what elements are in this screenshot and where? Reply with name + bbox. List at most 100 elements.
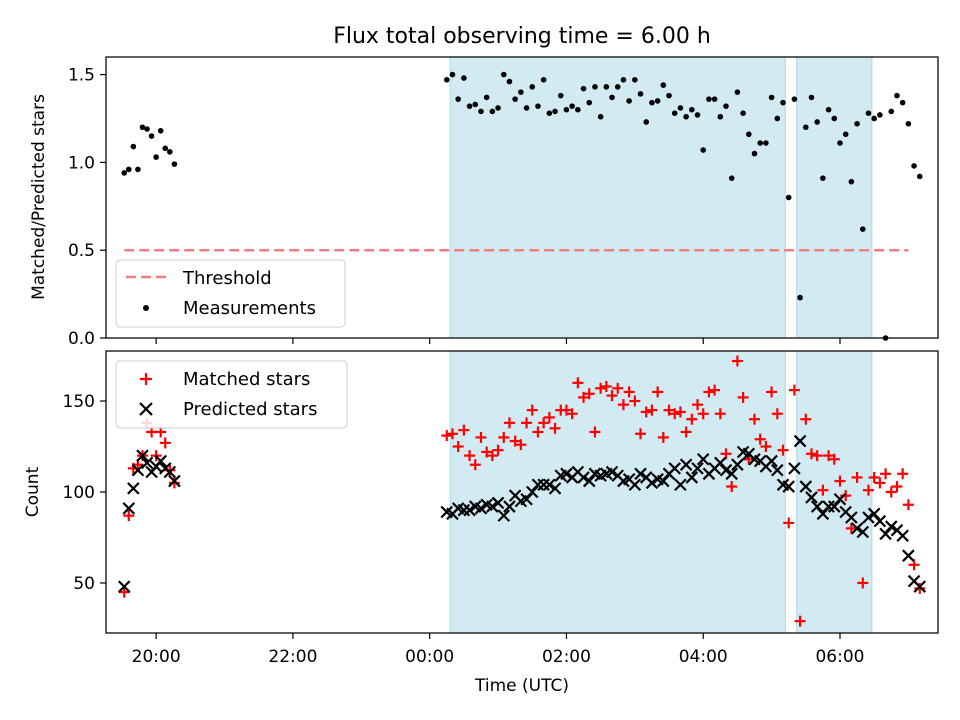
- matched-star-point: [885, 486, 897, 498]
- matched-stars-series: [118, 355, 926, 627]
- bottom-legend: Matched stars Predicted stars: [115, 360, 348, 429]
- matched-star-point: [572, 377, 584, 389]
- legend-matched-label: Matched stars: [183, 369, 310, 390]
- matched-star-point: [714, 408, 726, 420]
- x-tick-label: 20:00: [132, 647, 181, 667]
- measurement-point: [125, 166, 132, 173]
- predicted-star-point: [168, 474, 181, 488]
- predicted-star-point: [582, 474, 596, 488]
- matched-star-point: [486, 450, 498, 462]
- chart-title: Flux total observing time = 6.00 h: [333, 24, 711, 49]
- predicted-star-point: [543, 478, 556, 492]
- matched-star-point: [578, 391, 590, 403]
- predicted-star-point: [520, 492, 533, 506]
- predicted-star-point: [577, 471, 590, 484]
- measurement-point: [552, 108, 558, 115]
- measurement-point: [614, 84, 621, 90]
- matched-star-point: [851, 471, 863, 483]
- matched-star-point: [908, 559, 920, 571]
- predicted-star-point: [782, 480, 795, 493]
- measurement-point: [694, 112, 701, 118]
- matched-star-point: [771, 408, 783, 420]
- predicted-star-point: [457, 503, 471, 517]
- measurement-point: [506, 78, 513, 85]
- measurement-point: [144, 126, 150, 132]
- measurement-point: [455, 96, 461, 102]
- matched-star-point: [828, 453, 840, 465]
- top-y-axis: 0.0 0.5 1.0 1.5: [68, 66, 106, 349]
- matched-star-point: [731, 355, 743, 367]
- predicted-star-point: [799, 480, 813, 493]
- predicted-star-point: [486, 500, 499, 513]
- measurement-point: [677, 105, 684, 111]
- measurement-point: [825, 106, 832, 113]
- matched-star-point: [874, 477, 886, 489]
- measurement-point: [877, 112, 883, 118]
- predicted-star-point: [788, 462, 801, 475]
- shaded-interval: [450, 57, 786, 338]
- matched-star-point: [606, 390, 618, 402]
- matched-star-point: [646, 404, 658, 416]
- measurement-point: [569, 103, 575, 109]
- measurement-point: [563, 106, 570, 113]
- matched-star-point: [788, 384, 800, 396]
- measurement-point: [768, 94, 775, 101]
- legend-measurement-swatch: [143, 305, 149, 311]
- shaded-interval: [796, 57, 872, 338]
- measurement-point: [153, 154, 159, 160]
- measurement-point: [916, 173, 923, 180]
- measurement-point: [871, 115, 877, 122]
- predicted-star-point: [628, 478, 642, 492]
- measurement-point: [666, 92, 672, 99]
- measurement-point: [139, 124, 146, 131]
- measurement-point: [654, 98, 661, 104]
- predicted-star-point: [679, 458, 693, 471]
- matched-star-point: [640, 406, 652, 418]
- matched-star-point: [538, 417, 550, 429]
- matched-star-point: [743, 453, 755, 465]
- matched-star-point: [475, 431, 487, 443]
- predicted-star-point: [645, 476, 659, 490]
- top-legend: Threshold Measurements: [115, 259, 346, 328]
- measurement-points: [121, 71, 923, 341]
- measurement-point: [500, 71, 507, 78]
- predicted-star-point: [531, 478, 545, 492]
- measurement-point: [711, 96, 718, 102]
- measurement-point: [814, 119, 820, 125]
- matched-star-point: [720, 448, 732, 460]
- matched-star-point: [492, 444, 504, 456]
- matched-star-point: [686, 413, 698, 425]
- matched-star-point: [697, 408, 709, 420]
- matched-star-point: [709, 384, 721, 396]
- matched-star-point: [503, 417, 515, 429]
- legend-measurement-label: Measurements: [183, 298, 316, 319]
- predicted-star-point: [117, 580, 131, 593]
- matched-star-point: [566, 408, 578, 420]
- predicted-star-point: [491, 496, 505, 510]
- predicted-star-point: [154, 454, 167, 468]
- matched-star-point: [692, 399, 704, 411]
- predicted-star-point: [816, 507, 830, 521]
- measurement-point: [740, 110, 746, 116]
- top-x-ticks: [155, 338, 841, 344]
- predicted-star-point: [862, 511, 875, 524]
- measurement-point: [899, 99, 906, 106]
- measurement-point: [540, 77, 547, 83]
- legend-predicted-swatch: [139, 402, 153, 416]
- measurement-point: [802, 124, 809, 131]
- predicted-star-point: [822, 500, 835, 513]
- top-shaded-intervals: [449, 57, 873, 338]
- measurement-point: [911, 163, 917, 169]
- measurement-point: [167, 149, 173, 155]
- measurement-point: [763, 140, 769, 146]
- measurement-point: [706, 96, 712, 102]
- measurement-point: [472, 101, 479, 108]
- y-tick-label: 1.5: [68, 66, 95, 86]
- measurement-point: [905, 120, 912, 127]
- measurement-point: [495, 105, 501, 111]
- measurement-point: [626, 98, 632, 104]
- matched-star-point: [509, 435, 521, 447]
- shaded-interval: [796, 351, 872, 633]
- measurement-point: [466, 103, 473, 109]
- matched-star-point: [891, 481, 903, 493]
